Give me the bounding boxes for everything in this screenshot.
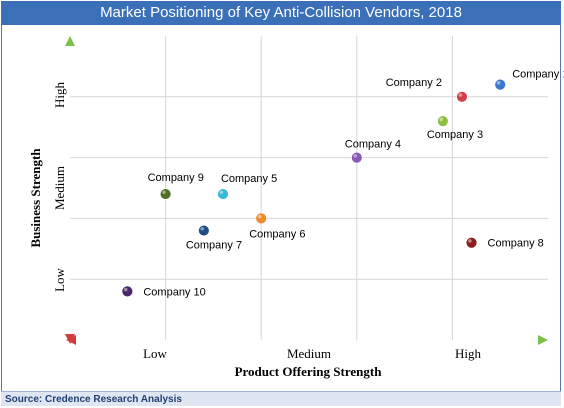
data-point-highlight [353, 154, 358, 158]
x-axis-title: Product Offering Strength [235, 364, 383, 379]
data-point-group: Company 7 [186, 224, 242, 252]
grid-lines [70, 36, 548, 340]
data-point-group: Company 8 [465, 236, 544, 250]
data-point-highlight [219, 190, 224, 195]
data-point-highlight [123, 287, 128, 292]
x-axis-arrow-left [66, 335, 76, 345]
data-point-label: Company 5 [221, 173, 277, 185]
data-point-marker [465, 236, 478, 249]
data-point-highlight [162, 190, 166, 195]
data-point-marker [494, 78, 507, 91]
x-band-medium: Medium [287, 346, 331, 361]
data-point-marker [456, 90, 468, 103]
data-point-label: Company 6 [249, 228, 305, 240]
data-point-marker [197, 224, 210, 237]
data-point-label: Company 2 [386, 77, 442, 89]
data-point-marker [159, 188, 172, 200]
data-point-marker [255, 212, 268, 225]
data-point-highlight [257, 214, 262, 219]
data-point-highlight [468, 239, 472, 243]
x-axis [66, 335, 548, 345]
data-point-marker [350, 151, 363, 164]
data-point-group: Company 5 [217, 173, 277, 200]
y-band-medium: Medium [52, 166, 67, 210]
data-point-marker [121, 285, 134, 298]
data-point-group: Company 10 [121, 285, 206, 298]
data-point-group: Company 3 [427, 115, 483, 141]
y-band-low: Low [52, 267, 67, 291]
data-point-label: Company 4 [345, 139, 401, 151]
data-point-group: Company 1 [494, 69, 564, 91]
data-point-group: Company 6 [249, 212, 305, 240]
x-band-high: High [455, 346, 482, 361]
data-point-label: Company 9 [148, 172, 204, 184]
source-note: Source: Credence Research Analysis [1, 391, 561, 406]
data-point-label: Company 10 [143, 286, 205, 298]
data-point-highlight [496, 81, 501, 85]
x-band-low: Low [143, 346, 167, 361]
data-point-label: Company 7 [186, 240, 242, 252]
data-point-highlight [458, 93, 463, 97]
data-point-highlight [439, 117, 444, 122]
data-point-label: Company 3 [427, 129, 483, 141]
x-axis-arrow-right [538, 335, 548, 345]
chart-title: Market Positioning of Key Anti-Collision… [1, 1, 561, 25]
data-point-highlight [200, 226, 205, 231]
data-point-group: Company 2 [386, 77, 468, 103]
data-point-group: Company 9 [148, 172, 204, 200]
y-band-high: High [52, 82, 67, 109]
data-point-label: Company 1 [512, 69, 564, 81]
data-point-group: Company 4 [345, 139, 401, 164]
data-point-label: Company 8 [488, 238, 544, 250]
data-point-marker [436, 115, 449, 128]
y-axis-arrow-up [65, 36, 75, 46]
y-axis-title: Business Strength [28, 148, 43, 248]
data-point-marker [217, 188, 229, 200]
data-points: Company 1 Company 2 Company 3 Company 4 Comp… [121, 69, 564, 298]
